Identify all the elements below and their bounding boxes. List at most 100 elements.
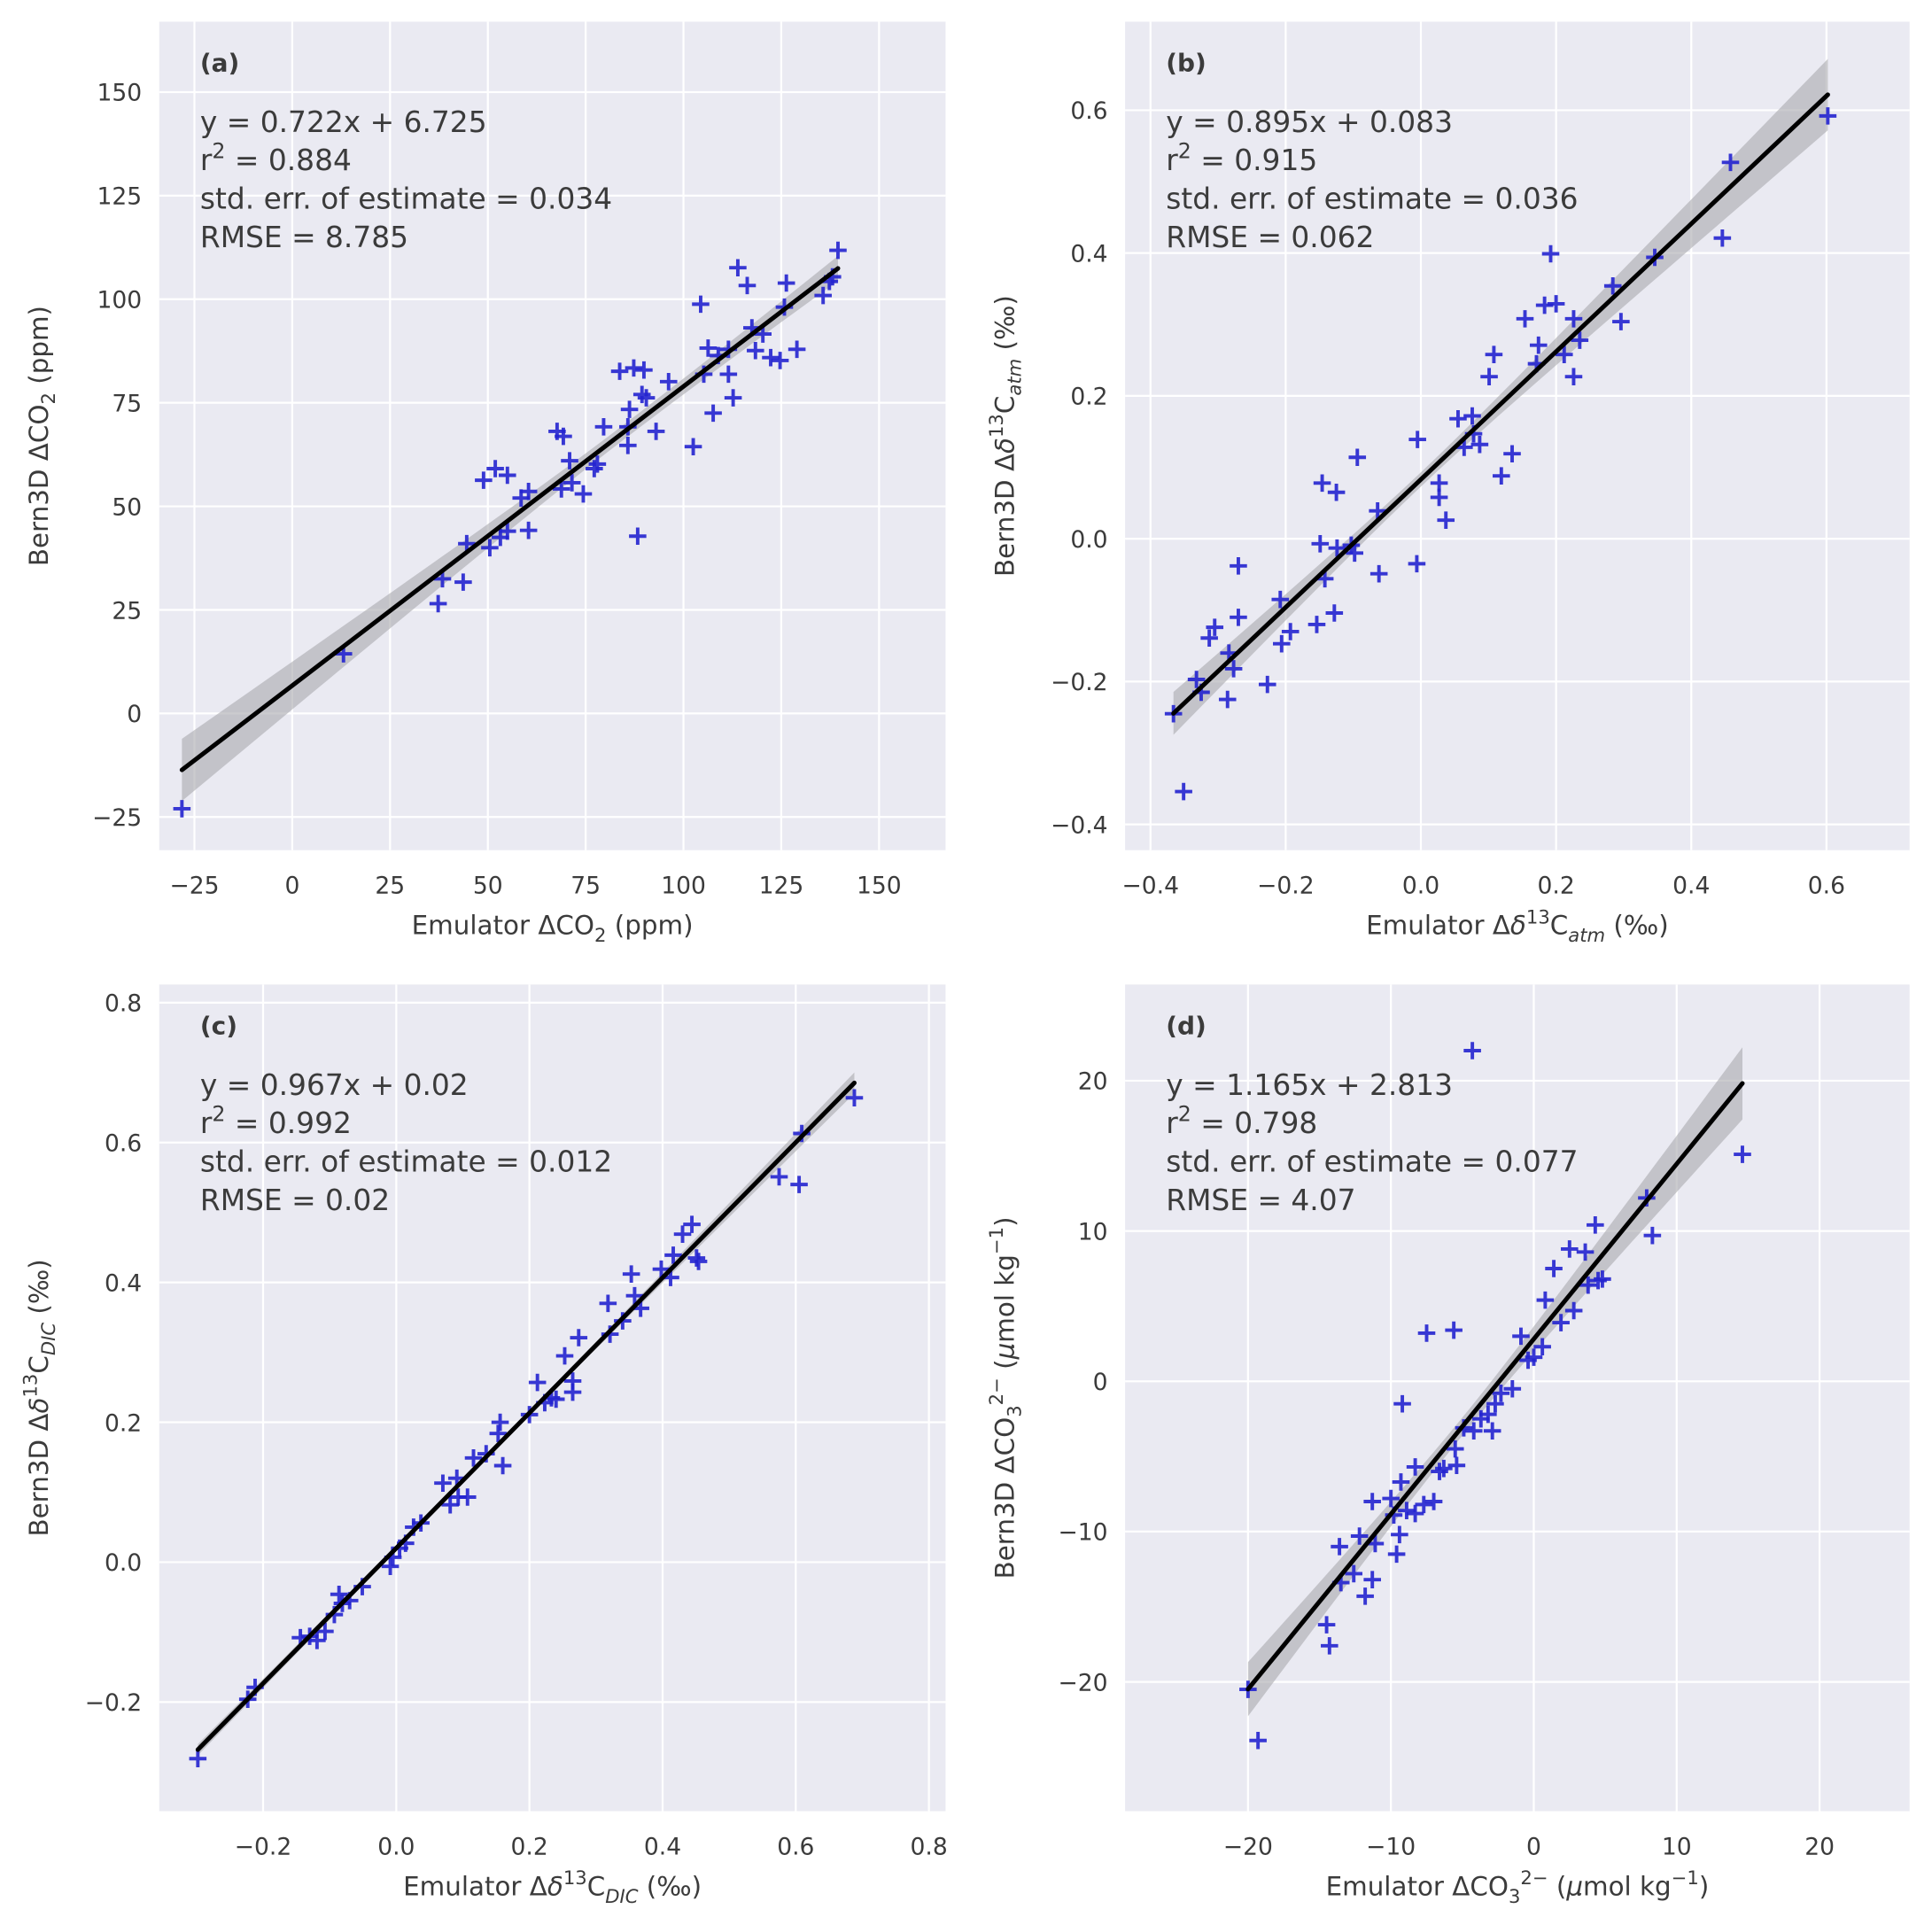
- y-axis-label-segment: μ: [989, 1343, 1020, 1361]
- data-point: [1564, 368, 1583, 385]
- data-point: [1406, 1458, 1424, 1476]
- panel-label: (b): [1166, 48, 1207, 77]
- plot-background: [159, 21, 946, 850]
- y-axis-label: Bern3D Δδ13Catm (‰): [985, 295, 1026, 577]
- data-point: [673, 1225, 692, 1243]
- data-point: [625, 359, 643, 377]
- y-axis-label: Bern3D ΔCO2 (ppm): [24, 306, 59, 566]
- data-point: [1561, 1240, 1579, 1258]
- x-axis-label: Emulator Δδ13CDIC (‰): [403, 1867, 702, 1907]
- regression-stat-segment: RMSE = 0.02: [200, 1184, 390, 1217]
- data-point: [1564, 1301, 1583, 1320]
- x-axis-label-segment: (‰): [1605, 911, 1669, 941]
- data-point: [1392, 1473, 1410, 1491]
- data-point: [1603, 276, 1622, 295]
- regression-stat-segment: = 0.992: [225, 1106, 351, 1140]
- regression-stat: y = 0.722x + 6.725: [200, 105, 487, 139]
- data-point: [1446, 1440, 1464, 1458]
- y-axis-label-segment: 13: [19, 1374, 42, 1398]
- data-point: [594, 417, 613, 436]
- regression-stat: std. err. of estimate = 0.077: [1166, 1145, 1578, 1178]
- data-point: [1415, 1495, 1433, 1514]
- data-point: [788, 340, 806, 359]
- data-point: [1449, 409, 1467, 428]
- regression-stat-segment: = 0.884: [225, 144, 351, 177]
- x-axis-label-segment: μ: [1565, 1872, 1583, 1902]
- x-axis-label-segment: δ: [1510, 911, 1526, 941]
- x-axis-label: Emulator ΔCO2 (ppm): [412, 911, 694, 946]
- regression-stat-segment: 2: [1178, 138, 1191, 163]
- y-tick-label: 0.0: [105, 1549, 142, 1577]
- x-tick-label: 25: [375, 873, 405, 900]
- y-axis-label: Bern3D ΔCO32− (μmol kg−1): [985, 1216, 1026, 1579]
- panel-b: −0.4 −0.2 0.0 0.2 0.4 0.6 −0.4 −0.2 0.0 0.2 0.4 0.6…: [985, 21, 1910, 946]
- x-tick-label: 125: [759, 873, 804, 900]
- data-point: [563, 474, 581, 492]
- data-point: [1445, 1321, 1463, 1339]
- x-axis-label-segment: DIC: [605, 1885, 638, 1907]
- y-tick-label: 0.6: [1070, 97, 1107, 125]
- data-point: [1503, 445, 1521, 463]
- data-point: [622, 1265, 640, 1283]
- data-point: [563, 1383, 582, 1401]
- data-point: [1493, 467, 1510, 485]
- data-point: [308, 1632, 326, 1649]
- x-tick-label: 0.0: [377, 1833, 415, 1860]
- data-point: [1393, 1394, 1411, 1413]
- x-tick-label: 10: [1662, 1833, 1692, 1860]
- x-tick-label: 150: [857, 873, 902, 900]
- x-axis-label-segment: Emulator ΔCO: [1326, 1872, 1509, 1902]
- data-point: [1317, 1616, 1336, 1634]
- data-point: [829, 241, 847, 260]
- data-point: [1387, 1545, 1406, 1564]
- regression-stat-segment: y = 0.895x + 0.083: [1166, 105, 1453, 139]
- regression-stat: RMSE = 8.785: [200, 221, 408, 254]
- regression-stat: r2 = 0.992: [200, 1101, 352, 1140]
- x-axis-label-segment: 2−: [1520, 1867, 1548, 1889]
- y-tick-label: 75: [112, 390, 142, 417]
- data-point: [454, 573, 472, 591]
- y-tick-label: 0: [127, 701, 142, 728]
- data-point: [1328, 539, 1346, 557]
- data-point: [1424, 1493, 1443, 1510]
- x-tick-label: 0.4: [644, 1833, 681, 1860]
- regression-line: [195, 1080, 857, 1752]
- y-axis-label-segment: atm: [1004, 359, 1026, 396]
- regression-line: [179, 266, 841, 772]
- panel-label: (d): [1166, 1011, 1207, 1040]
- x-axis-label-segment: ): [1699, 1872, 1709, 1902]
- data-point: [1612, 313, 1630, 330]
- y-tick-label: 125: [97, 183, 143, 211]
- data-point: [1479, 1405, 1497, 1424]
- data-point: [1594, 1270, 1611, 1288]
- data-point: [1313, 474, 1331, 493]
- y-tick-label: 0.4: [1070, 240, 1107, 268]
- data-point: [441, 1495, 459, 1514]
- data-point: [689, 1253, 708, 1270]
- y-tick-label: −0.2: [85, 1689, 142, 1717]
- data-point: [1555, 345, 1573, 363]
- regression-stat: r2 = 0.884: [200, 138, 352, 177]
- data-point: [1281, 623, 1300, 640]
- x-axis-label-segment: mol kg: [1583, 1872, 1672, 1902]
- x-tick-label: 50: [473, 873, 503, 900]
- data-point: [1536, 1291, 1555, 1309]
- data-point: [528, 1373, 547, 1392]
- regression-stat-segment: 2: [1178, 1101, 1191, 1126]
- data-point: [729, 259, 747, 277]
- regression-stat-segment: r: [1166, 1106, 1178, 1140]
- data-point: [519, 521, 538, 539]
- regression-stat-segment: r: [1166, 144, 1178, 177]
- data-point: [1819, 107, 1837, 125]
- data-point: [429, 594, 447, 613]
- data-point: [1325, 604, 1344, 622]
- regression-stat-segment: y = 0.967x + 0.02: [200, 1068, 469, 1102]
- data-point: [481, 539, 499, 557]
- data-point: [637, 389, 656, 407]
- y-axis-label-segment: 3: [1004, 1405, 1026, 1416]
- y-tick-label: 0.8: [105, 990, 142, 1018]
- data-point: [489, 1424, 508, 1442]
- data-point: [1486, 1394, 1504, 1413]
- x-axis-label-segment: (ppm): [606, 911, 693, 941]
